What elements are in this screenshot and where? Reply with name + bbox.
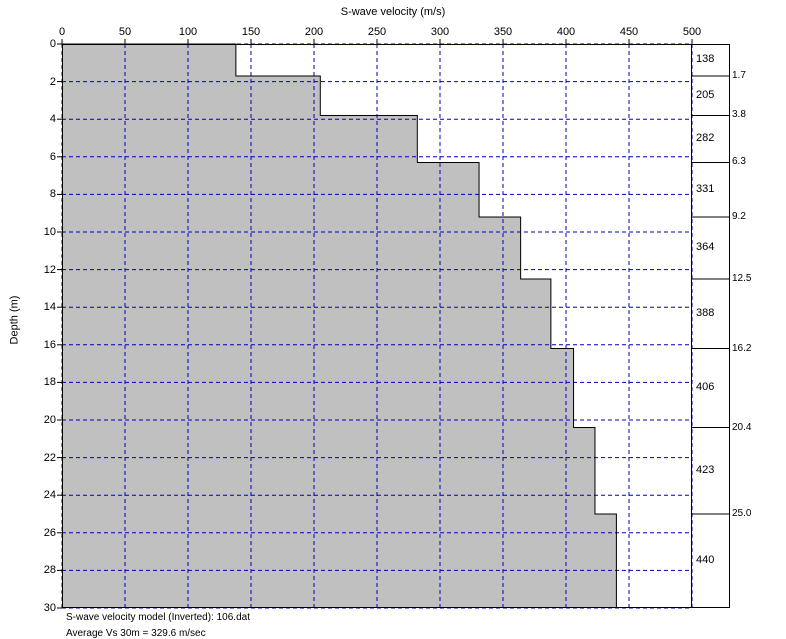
layer-vs-label: 364	[696, 241, 714, 253]
layer-depth-label: 16.2	[732, 343, 751, 354]
velocity-profile-plot	[54, 36, 738, 616]
y-tick-label: 16	[34, 339, 56, 351]
x-tick-label: 150	[242, 26, 260, 38]
layer-vs-label: 388	[696, 307, 714, 319]
chart-container: S-wave velocity (m/s) Depth (m) 05010015…	[0, 0, 786, 639]
x-tick-label: 100	[179, 26, 197, 38]
layer-depth-label: 6.3	[732, 156, 746, 167]
y-axis-title: Depth (m)	[4, 0, 24, 639]
x-tick-label: 0	[59, 26, 65, 38]
y-tick-label: 4	[34, 113, 56, 125]
y-tick-label: 20	[34, 414, 56, 426]
x-tick-label: 350	[494, 26, 512, 38]
x-tick-label: 500	[683, 26, 701, 38]
y-tick-label: 2	[34, 76, 56, 88]
layer-depth-label: 12.5	[732, 273, 751, 284]
y-tick-label: 28	[34, 564, 56, 576]
layer-depth-label: 20.4	[732, 422, 751, 433]
footer-average-vs: Average Vs 30m = 329.6 m/sec	[66, 628, 206, 639]
y-tick-label: 30	[34, 602, 56, 614]
layer-vs-label: 331	[696, 183, 714, 195]
x-tick-label: 200	[305, 26, 323, 38]
x-axis-title: S-wave velocity (m/s)	[0, 6, 786, 18]
x-tick-label: 50	[119, 26, 131, 38]
y-tick-label: 10	[34, 226, 56, 238]
x-tick-label: 450	[620, 26, 638, 38]
layer-vs-label: 440	[696, 554, 714, 566]
y-tick-label: 26	[34, 527, 56, 539]
y-tick-label: 22	[34, 452, 56, 464]
layer-depth-label: 25.0	[732, 508, 751, 519]
layer-vs-label: 282	[696, 132, 714, 144]
layer-vs-label: 406	[696, 381, 714, 393]
layer-depth-label: 9.2	[732, 211, 746, 222]
y-tick-label: 0	[34, 38, 56, 50]
y-tick-label: 6	[34, 151, 56, 163]
x-tick-label: 300	[431, 26, 449, 38]
footer-model-file: S-wave velocity model (Inverted): 106.da…	[66, 612, 250, 623]
y-tick-label: 24	[34, 489, 56, 501]
y-tick-label: 8	[34, 188, 56, 200]
layer-vs-label: 138	[696, 53, 714, 65]
x-tick-label: 400	[557, 26, 575, 38]
layer-vs-label: 423	[696, 464, 714, 476]
layer-depth-label: 1.7	[732, 70, 746, 81]
x-tick-label: 250	[368, 26, 386, 38]
y-tick-label: 14	[34, 301, 56, 313]
layer-depth-label: 3.8	[732, 109, 746, 120]
y-tick-label: 12	[34, 264, 56, 276]
layer-vs-label: 205	[696, 89, 714, 101]
y-tick-label: 18	[34, 376, 56, 388]
y-axis-title-text: Depth (m)	[8, 295, 20, 344]
